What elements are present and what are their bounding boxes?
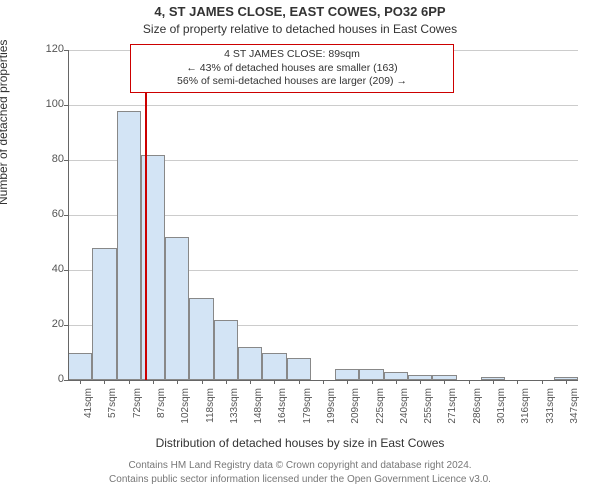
x-tick-label: 41sqm — [83, 388, 94, 438]
x-tick-label: 271sqm — [447, 388, 458, 438]
x-axis-spine — [68, 380, 578, 381]
x-tick-label: 316sqm — [520, 388, 531, 438]
histogram-bar — [165, 237, 189, 380]
x-tick-label: 331sqm — [545, 388, 556, 438]
y-tick-label: 0 — [34, 373, 64, 385]
y-tick-label: 120 — [34, 43, 64, 55]
x-tick-label: 240sqm — [399, 388, 410, 438]
x-tick-label: 347sqm — [569, 388, 580, 438]
x-tick-label: 118sqm — [205, 388, 216, 438]
y-axis-label: Number of detached properties — [0, 40, 10, 205]
histogram-bar — [238, 347, 262, 380]
x-tick-label: 225sqm — [375, 388, 386, 438]
x-tick-label: 148sqm — [253, 388, 264, 438]
chart-title-main: 4, ST JAMES CLOSE, EAST COWES, PO32 6PP — [0, 4, 600, 19]
y-tick-label: 100 — [34, 98, 64, 110]
y-tick-label: 20 — [34, 318, 64, 330]
annotation-line3: 56% of semi-detached houses are larger (… — [137, 75, 447, 89]
histogram-bar — [68, 353, 92, 381]
x-tick-label: 209sqm — [350, 388, 361, 438]
x-tick-label: 72sqm — [132, 388, 143, 438]
histogram-bar — [189, 298, 213, 381]
plot-area — [68, 50, 578, 380]
x-tick-label: 102sqm — [180, 388, 191, 438]
histogram-bar — [359, 369, 383, 380]
chart-title-sub: Size of property relative to detached ho… — [0, 22, 600, 36]
annotation-line1: 4 ST JAMES CLOSE: 89sqm — [137, 48, 447, 62]
annotation-box: 4 ST JAMES CLOSE: 89sqm ← 43% of detache… — [130, 44, 454, 93]
x-tick-label: 199sqm — [326, 388, 337, 438]
histogram-bar — [214, 320, 238, 381]
x-tick-label: 301sqm — [496, 388, 507, 438]
x-tick-label: 57sqm — [107, 388, 118, 438]
y-tick-label: 60 — [34, 208, 64, 220]
x-tick-label: 164sqm — [277, 388, 288, 438]
x-tick-label: 179sqm — [302, 388, 313, 438]
histogram-bar — [287, 358, 311, 380]
x-tick-label: 286sqm — [472, 388, 483, 438]
y-tick-label: 80 — [34, 153, 64, 165]
footer-line1: Contains HM Land Registry data © Crown c… — [0, 460, 600, 471]
property-size-chart: 4, ST JAMES CLOSE, EAST COWES, PO32 6PP … — [0, 0, 600, 500]
x-tick-label: 255sqm — [423, 388, 434, 438]
annotation-line2: ← 43% of detached houses are smaller (16… — [137, 62, 447, 76]
y-axis-spine — [68, 50, 69, 380]
histogram-bar — [335, 369, 359, 380]
x-tick-label: 133sqm — [229, 388, 240, 438]
y-tick-label: 40 — [34, 263, 64, 275]
histogram-bar — [92, 248, 116, 380]
histogram-bar — [262, 353, 286, 381]
x-axis-label: Distribution of detached houses by size … — [0, 436, 600, 450]
x-tick-label: 87sqm — [156, 388, 167, 438]
footer-line2: Contains public sector information licen… — [0, 474, 600, 485]
reference-line — [145, 50, 147, 380]
histogram-bar — [117, 111, 141, 381]
histogram-bar — [384, 372, 408, 380]
